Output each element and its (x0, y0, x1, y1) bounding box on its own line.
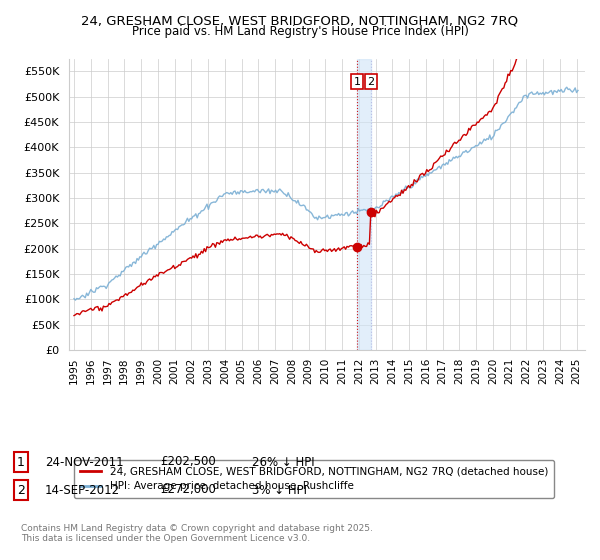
Text: 2: 2 (367, 77, 374, 87)
Text: 3% ↓ HPI: 3% ↓ HPI (252, 483, 307, 497)
Text: 26% ↓ HPI: 26% ↓ HPI (252, 455, 314, 469)
Text: 24-NOV-2011: 24-NOV-2011 (45, 455, 124, 469)
Text: Contains HM Land Registry data © Crown copyright and database right 2025.
This d: Contains HM Land Registry data © Crown c… (21, 524, 373, 543)
Text: Price paid vs. HM Land Registry's House Price Index (HPI): Price paid vs. HM Land Registry's House … (131, 25, 469, 38)
Legend: 24, GRESHAM CLOSE, WEST BRIDGFORD, NOTTINGHAM, NG2 7RQ (detached house), HPI: Av: 24, GRESHAM CLOSE, WEST BRIDGFORD, NOTTI… (74, 460, 554, 498)
Text: 1: 1 (17, 455, 25, 469)
Text: £202,500: £202,500 (160, 455, 216, 469)
Text: 2: 2 (17, 483, 25, 497)
Text: £272,000: £272,000 (160, 483, 216, 497)
Text: 24, GRESHAM CLOSE, WEST BRIDGFORD, NOTTINGHAM, NG2 7RQ: 24, GRESHAM CLOSE, WEST BRIDGFORD, NOTTI… (82, 14, 518, 27)
Text: 1: 1 (353, 77, 361, 87)
Bar (357, 59, 371, 350)
Text: 14-SEP-2012: 14-SEP-2012 (45, 483, 120, 497)
